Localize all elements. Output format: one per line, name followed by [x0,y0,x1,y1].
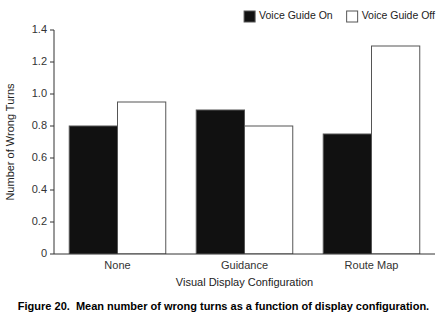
y-axis-label: Number of Wrong Turns [4,83,16,201]
y-tick [50,254,54,255]
legend-label: Voice Guide On [259,9,333,21]
y-tick-label: 1.0 [32,87,47,99]
bar [118,102,166,254]
bar [323,134,371,254]
x-tick-label: Route Map [345,259,399,271]
bars [69,46,420,254]
bar [69,126,117,254]
legend-item: Voice Guide Off [347,9,435,22]
y-tick [50,222,54,223]
y-tick [50,158,54,159]
y-tick [50,126,54,127]
chart: 0 0.2 0.4 0.6 0.8 1.0 1.2 1.4 None Guidance Route … [0,0,447,318]
y-tick [50,94,54,95]
legend-swatch [244,11,255,22]
y-axis: 0 0.2 0.4 0.6 0.8 1.0 1.2 1.4 [32,23,54,259]
y-tick-label: 1.4 [32,23,47,35]
y-tick-label: 0.2 [32,215,47,227]
x-tick-label: None [104,259,130,271]
y-tick-label: 0.6 [32,151,47,163]
caption: Figure 20. Mean number of wrong turns as… [18,300,429,312]
y-tick-label: 0.8 [32,119,47,131]
x-axis-line [54,254,435,255]
y-axis-line [54,30,55,254]
bar [245,126,293,254]
x-axis: None Guidance Route Map [104,259,398,271]
y-tick-label: 0.4 [32,183,47,195]
legend-swatch [347,11,358,22]
x-axis-label: Visual Display Configuration [176,276,313,288]
legend-label: Voice Guide Off [362,9,435,21]
y-tick-label: 1.2 [32,55,47,67]
x-tick-label: Guidance [221,259,268,271]
y-tick-label: 0 [41,247,47,259]
legend-item: Voice Guide On [244,9,333,22]
y-tick [50,190,54,191]
y-tick [50,30,54,31]
y-tick [50,62,54,63]
legend: Voice Guide On Voice Guide Off [244,9,435,22]
chart-container: 0 0.2 0.4 0.6 0.8 1.0 1.2 1.4 None Guidance Route … [0,0,447,318]
bar [196,110,244,254]
bar [372,46,420,254]
